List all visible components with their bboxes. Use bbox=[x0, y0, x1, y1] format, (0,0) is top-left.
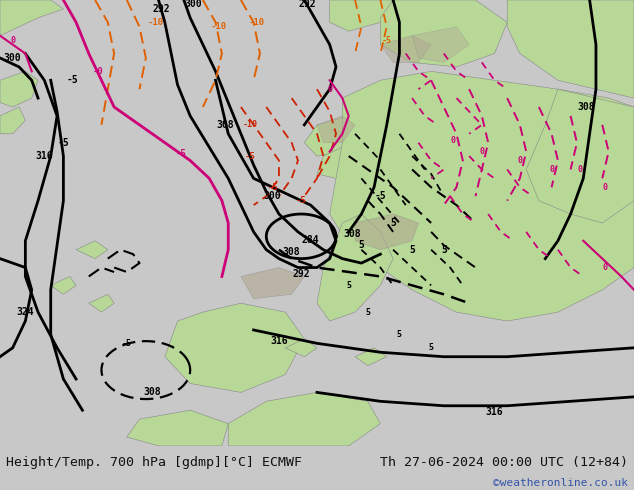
Text: 292: 292 bbox=[153, 4, 171, 14]
Polygon shape bbox=[127, 410, 228, 446]
Polygon shape bbox=[241, 268, 304, 299]
Polygon shape bbox=[355, 348, 387, 366]
Text: 0: 0 bbox=[549, 165, 554, 174]
Text: 5: 5 bbox=[409, 245, 415, 255]
Text: 0: 0 bbox=[451, 136, 456, 145]
Text: 0: 0 bbox=[479, 147, 484, 156]
Text: 316: 316 bbox=[36, 151, 53, 161]
Text: 5: 5 bbox=[441, 245, 447, 255]
Text: -5: -5 bbox=[245, 151, 256, 161]
Polygon shape bbox=[76, 241, 108, 259]
Text: 284: 284 bbox=[302, 235, 320, 245]
Text: -5: -5 bbox=[58, 138, 69, 147]
Text: 5: 5 bbox=[390, 218, 396, 228]
Polygon shape bbox=[0, 107, 25, 134]
Text: -5: -5 bbox=[296, 196, 306, 205]
Polygon shape bbox=[165, 303, 304, 392]
Text: -5: -5 bbox=[382, 36, 392, 45]
Polygon shape bbox=[51, 276, 76, 294]
Text: 316: 316 bbox=[270, 336, 288, 346]
Text: -10: -10 bbox=[249, 18, 265, 27]
Polygon shape bbox=[355, 214, 418, 250]
Text: 308: 308 bbox=[343, 229, 361, 239]
Polygon shape bbox=[0, 72, 38, 107]
Polygon shape bbox=[330, 0, 393, 31]
Text: 0: 0 bbox=[10, 36, 15, 45]
Polygon shape bbox=[228, 392, 380, 446]
Text: 5: 5 bbox=[429, 343, 434, 352]
Text: 0: 0 bbox=[327, 85, 332, 94]
Text: 0: 0 bbox=[578, 165, 583, 174]
Text: 5: 5 bbox=[397, 330, 402, 339]
Text: Height/Temp. 700 hPa [gdmp][°C] ECMWF: Height/Temp. 700 hPa [gdmp][°C] ECMWF bbox=[6, 456, 302, 469]
Polygon shape bbox=[0, 0, 63, 36]
Text: 0: 0 bbox=[603, 263, 608, 272]
Text: 324: 324 bbox=[16, 307, 34, 317]
Text: 308: 308 bbox=[143, 388, 161, 397]
Text: -5: -5 bbox=[375, 191, 386, 201]
Polygon shape bbox=[412, 27, 469, 62]
Text: 308: 308 bbox=[216, 120, 234, 130]
Polygon shape bbox=[317, 116, 355, 143]
Polygon shape bbox=[526, 89, 634, 223]
Text: 316: 316 bbox=[486, 408, 503, 417]
Text: -10: -10 bbox=[243, 121, 258, 129]
Polygon shape bbox=[285, 339, 317, 357]
Text: 5: 5 bbox=[346, 281, 351, 290]
Polygon shape bbox=[380, 36, 431, 62]
Text: 292: 292 bbox=[299, 0, 316, 9]
Polygon shape bbox=[507, 0, 634, 98]
Text: 300: 300 bbox=[184, 0, 202, 9]
Text: 308: 308 bbox=[578, 102, 595, 112]
Text: -5: -5 bbox=[176, 149, 186, 158]
Text: -5: -5 bbox=[268, 183, 278, 192]
Text: 300: 300 bbox=[264, 191, 281, 201]
Polygon shape bbox=[317, 214, 393, 321]
Text: 292: 292 bbox=[292, 269, 310, 279]
Text: 308: 308 bbox=[283, 247, 301, 257]
Polygon shape bbox=[330, 72, 634, 321]
Text: 0: 0 bbox=[517, 156, 522, 165]
Text: -5: -5 bbox=[67, 75, 79, 85]
Text: -5: -5 bbox=[122, 339, 132, 348]
Text: -10: -10 bbox=[210, 22, 227, 31]
Text: ©weatheronline.co.uk: ©weatheronline.co.uk bbox=[493, 478, 628, 489]
Text: Th 27-06-2024 00:00 UTC (12+84): Th 27-06-2024 00:00 UTC (12+84) bbox=[380, 456, 628, 469]
Text: 0: 0 bbox=[603, 183, 608, 192]
Polygon shape bbox=[317, 147, 355, 178]
Text: 5: 5 bbox=[365, 308, 370, 317]
Text: -10: -10 bbox=[147, 18, 164, 27]
Polygon shape bbox=[89, 294, 114, 312]
Text: -0: -0 bbox=[93, 67, 103, 76]
Polygon shape bbox=[304, 116, 361, 156]
Text: 5: 5 bbox=[358, 240, 365, 250]
Text: 300: 300 bbox=[4, 53, 22, 63]
Polygon shape bbox=[380, 0, 507, 67]
